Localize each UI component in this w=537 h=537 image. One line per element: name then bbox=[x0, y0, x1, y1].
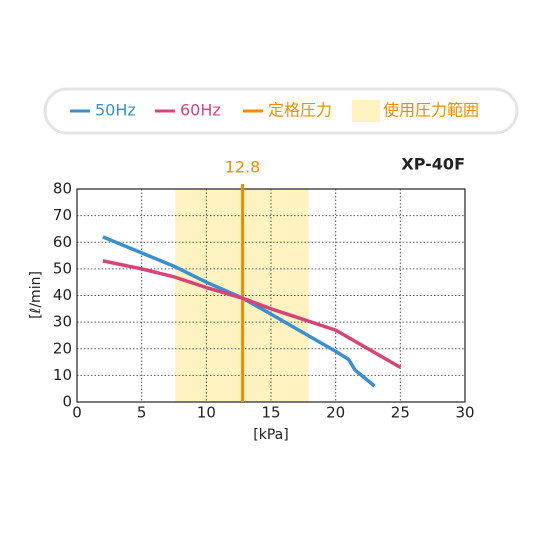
chart-title: XP-40F bbox=[401, 155, 465, 174]
legend-label: 定格圧力 bbox=[268, 101, 332, 120]
y-tick-label: 30 bbox=[53, 313, 72, 331]
y-tick-label: 80 bbox=[53, 180, 72, 198]
legend-label: 使用圧力範囲 bbox=[383, 101, 479, 120]
legend-label: 60Hz bbox=[180, 101, 221, 120]
x-tick-label: 0 bbox=[72, 404, 82, 422]
legend-swatch bbox=[352, 100, 380, 122]
legend-label: 50Hz bbox=[95, 101, 136, 120]
y-axis-label: [ℓ/min] bbox=[28, 271, 44, 319]
x-tick-label: 15 bbox=[261, 404, 280, 422]
x-tick-label: 5 bbox=[137, 404, 147, 422]
series-line bbox=[102, 235, 376, 388]
y-tick-label: 0 bbox=[62, 393, 72, 411]
x-tick-label: 30 bbox=[455, 404, 474, 422]
y-tick-label: 20 bbox=[53, 339, 72, 357]
y-tick-label: 10 bbox=[53, 366, 72, 384]
x-tick-label: 20 bbox=[326, 404, 345, 422]
legend-box bbox=[43, 87, 519, 135]
y-tick-label: 60 bbox=[53, 233, 72, 251]
y-tick-label: 40 bbox=[53, 286, 72, 304]
x-axis-label: [kPa] bbox=[253, 427, 288, 443]
y-tick-label: 50 bbox=[53, 259, 72, 277]
x-tick-label: 25 bbox=[391, 404, 410, 422]
rated-label: 12.8 bbox=[225, 158, 261, 177]
x-tick-label: 10 bbox=[197, 404, 216, 422]
plot-frame bbox=[76, 188, 466, 403]
series-line bbox=[102, 259, 402, 369]
y-tick-label: 70 bbox=[53, 206, 72, 224]
